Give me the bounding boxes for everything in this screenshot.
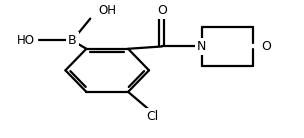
- Text: HO: HO: [17, 34, 35, 47]
- Text: O: O: [261, 40, 271, 53]
- Text: B: B: [68, 34, 77, 47]
- Text: N: N: [197, 40, 206, 53]
- Text: O: O: [157, 4, 167, 17]
- Text: OH: OH: [98, 4, 116, 17]
- Text: Cl: Cl: [146, 110, 158, 123]
